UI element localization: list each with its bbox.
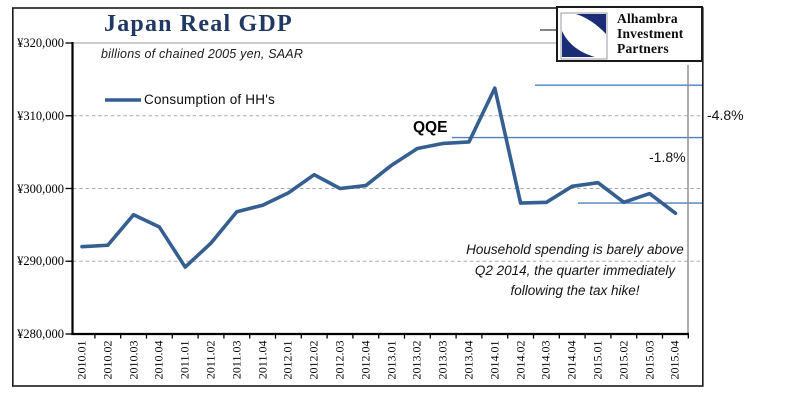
alhambra-logo-box [556, 6, 703, 62]
chart-subtitle: billions of chained 2005 yen, SAAR [101, 47, 304, 61]
logo-word-2: Investment [617, 26, 684, 41]
x-tick-label: 2010.02 [100, 340, 115, 379]
x-tick-label: 2012.04 [358, 340, 373, 379]
x-tick-label: 2013.04 [461, 340, 476, 379]
x-tick-label: 2012.03 [332, 340, 347, 379]
axes [65, 42, 689, 339]
x-tick-label: 2012.01 [280, 340, 295, 379]
note-line-1: Household spending is barely above [466, 242, 684, 257]
x-tick-label: 2010.04 [151, 340, 166, 379]
note-annotation: Household spending is barely above Q2 20… [444, 240, 706, 302]
x-tick-label: 2010.01 [74, 340, 89, 379]
x-tick-label: 2014.02 [513, 340, 528, 379]
x-tick-label: 2013.01 [384, 340, 399, 379]
x-tick-label: 2010.03 [126, 340, 141, 379]
logo-wordmark: Alhambra Investment Partners [617, 11, 684, 56]
x-tick-label: 2011.01 [177, 340, 192, 379]
data-series [80, 86, 678, 269]
x-tick-label: 2011.04 [255, 340, 270, 379]
logo-word-1: Alhambra [617, 11, 678, 26]
pct-change-bottom-label: -1.8% [649, 149, 686, 165]
x-tick-label: 2014.04 [564, 340, 579, 379]
y-tick-label: ¥320,000 [17, 36, 64, 50]
y-tick-label: ¥290,000 [17, 254, 64, 269]
chart-outer-border [12, 7, 704, 387]
y-tick-label: ¥280,000 [17, 327, 64, 341]
x-tick-label: 2015.02 [616, 340, 631, 379]
y-tick-label: ¥310,000 [17, 108, 64, 123]
chart-title: Japan Real GDP [104, 11, 293, 37]
x-tick-label: 2014.01 [487, 340, 502, 379]
x-tick-label: 2011.03 [229, 340, 244, 379]
x-tick-label: 2013.02 [409, 340, 424, 379]
x-tick-label: 2011.02 [203, 340, 218, 379]
note-line-2: Q2 2014, the quarter immediately [474, 262, 676, 278]
gdp-consumption-line [80, 86, 678, 269]
y-tick-label: ¥300,000 [17, 181, 64, 196]
logo-word-3: Partners [617, 41, 669, 56]
x-tick-label: 2012.02 [306, 340, 321, 379]
qqe-annotation-label: QQE [413, 119, 448, 136]
x-tick-label: 2014.03 [538, 340, 553, 379]
note-line-3: following the tax hike! [510, 283, 640, 298]
reference-lines [452, 65, 703, 334]
x-tick-label: 2013.03 [435, 340, 450, 379]
x-tick-label: 2015.03 [642, 340, 657, 379]
pct-change-top-label: -4.8% [707, 107, 744, 123]
gridlines [73, 42, 703, 262]
legend-series-label: Consumption of HH's [144, 92, 275, 107]
x-tick-label: 2015.01 [590, 340, 605, 379]
x-tick-label: 2015.04 [667, 340, 682, 379]
alhambra-flag-icon [560, 12, 608, 60]
